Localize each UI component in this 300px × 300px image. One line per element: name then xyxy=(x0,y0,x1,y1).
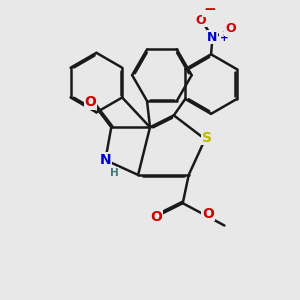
Text: O: O xyxy=(225,22,236,35)
Text: −: − xyxy=(203,2,216,16)
Text: O: O xyxy=(150,210,162,224)
Text: O: O xyxy=(195,14,206,27)
Text: N: N xyxy=(207,31,218,44)
Text: +: + xyxy=(220,33,228,43)
Text: H: H xyxy=(110,167,118,178)
Text: N: N xyxy=(100,153,111,167)
Text: O: O xyxy=(85,95,96,109)
Text: S: S xyxy=(202,131,212,145)
Text: O: O xyxy=(202,207,214,220)
